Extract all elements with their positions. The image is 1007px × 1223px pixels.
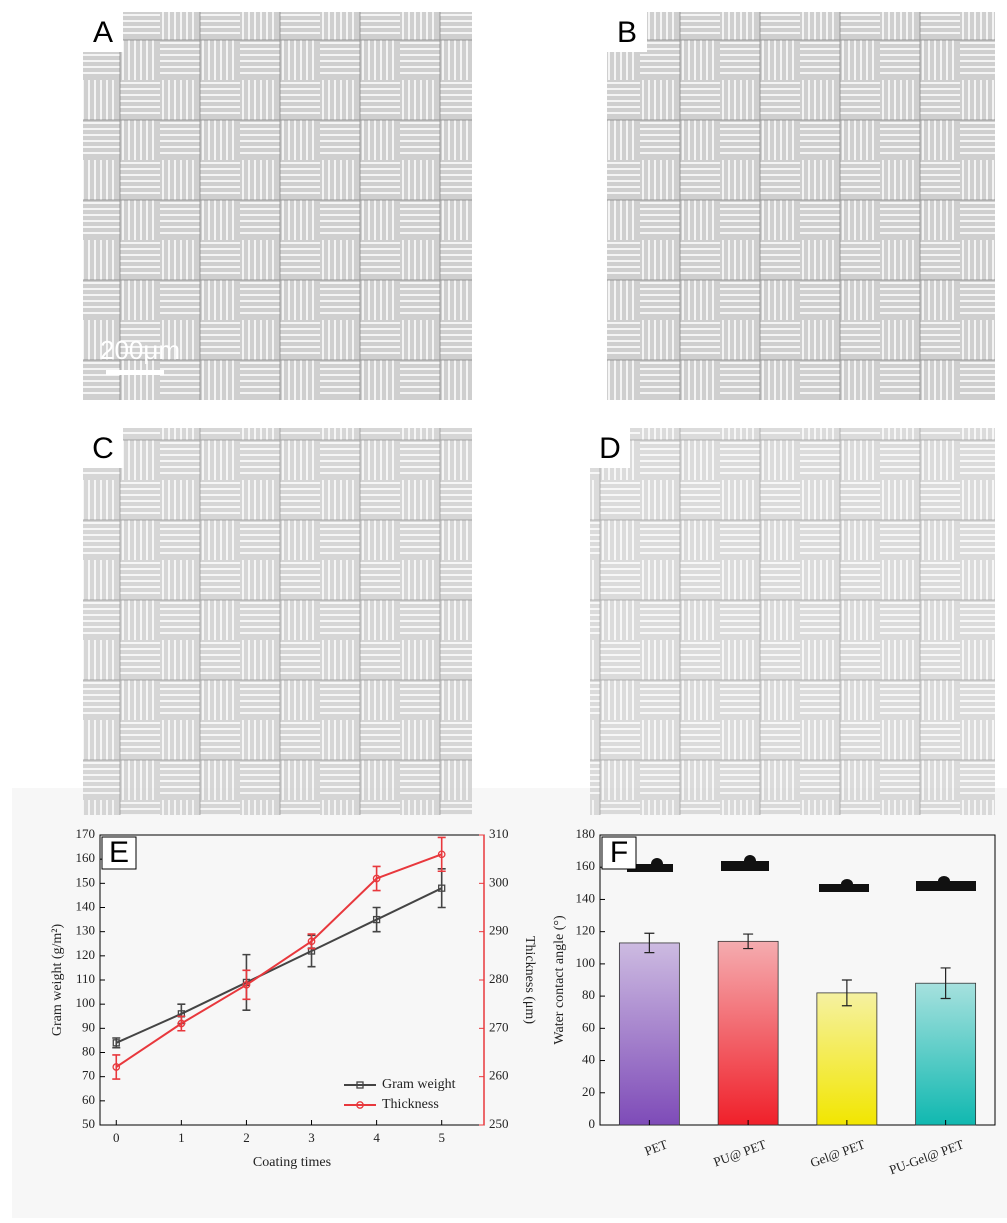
legend-marker [356,1101,364,1109]
chart-label-box [101,836,137,870]
data-point [242,980,251,989]
error-bar [242,969,251,1001]
y-axis-title: Water contact angle (°) [552,915,567,1045]
panel-label: D [599,432,621,465]
x-tick-label: 2 [243,1130,250,1145]
y-tick-label: 120 [576,923,596,938]
error-bar [372,865,381,892]
y-tick-label: 90 [82,1019,95,1034]
image-panel: A 200μm [83,12,472,400]
error-bar [437,836,446,873]
bar [915,982,977,1126]
image-panel: C [83,428,472,815]
series-line [115,887,443,1044]
y-tick-label: 80 [582,987,595,1002]
data-point [177,1019,186,1028]
error-bar [307,933,316,950]
y-tick-label: 60 [82,1092,95,1107]
legend-marker [356,1081,364,1089]
droplet-icon [627,855,976,892]
y2-tick-label: 310 [489,826,509,841]
y2-tick-label: 300 [489,874,509,889]
image-panel: D [590,428,995,815]
x-axis-title: Coating times [253,1155,331,1170]
y-tick-label: 160 [576,858,596,873]
bar [816,992,878,1126]
scale-bar-label: 200μm [100,335,180,365]
x-tick-label: 0 [113,1130,120,1145]
data-point [307,937,316,946]
y-tick-label: 50 [82,1116,95,1131]
data-point [372,874,381,883]
y-tick-label: 170 [76,826,96,841]
y2-tick-label: 250 [489,1116,509,1131]
y2-tick-label: 260 [489,1068,509,1083]
x-tick-label: 4 [373,1130,380,1145]
series-line [115,853,443,1068]
y-axis-title: Gram weight (g/m²) [50,924,65,1037]
x-tick-label: 5 [438,1130,445,1145]
y2-tick-label: 290 [489,923,509,938]
error-bar [841,979,852,1007]
y-tick-label: 80 [82,1043,95,1058]
x-tick-label: 3 [308,1130,315,1145]
x-tick-label: PET [643,1137,670,1159]
data-point [372,915,381,924]
bar [618,942,680,1126]
y-tick-label: 0 [589,1116,596,1131]
y-tick-label: 20 [582,1084,595,1099]
y-tick-label: 100 [576,955,596,970]
error-bar [743,933,754,950]
y-tick-label: 180 [576,826,596,841]
y-tick-label: 160 [76,850,96,865]
panel-label: B [617,16,637,49]
y-tick-label: 130 [76,923,96,938]
y-tick-label: 40 [582,1052,595,1067]
scale-bar [106,370,164,375]
chart-label-box [601,836,637,870]
error-bar [644,932,655,954]
chart-label: E [109,836,129,869]
x-tick-label: 1 [178,1130,185,1145]
y-tick-label: 140 [576,890,596,905]
image-panel: B [607,12,995,400]
y-tick-label: 60 [582,1019,595,1034]
legend-label: Gram weight [382,1077,456,1092]
chart-label: F [610,836,628,869]
y-tick-label: 70 [82,1068,95,1083]
y2-axis-title: Thickness (μm) [522,936,537,1024]
y2-tick-label: 270 [489,1019,509,1034]
y-tick-label: 110 [76,971,95,986]
data-point [438,884,446,892]
y-tick-label: 100 [76,995,96,1010]
plot-frame [599,834,996,1126]
error-bar [177,1015,186,1032]
data-point [112,1039,120,1047]
bar [717,940,779,1126]
data-point [112,1063,121,1071]
data-point [437,850,446,859]
y2-tick-label: 280 [489,971,509,986]
error-bar [112,1054,121,1080]
legend-label: Thickness [382,1097,439,1112]
y-tick-label: 150 [76,874,96,889]
y-tick-label: 120 [76,947,96,962]
y-tick-label: 140 [76,898,96,913]
error-bar [372,906,381,933]
panel-label: A [93,16,113,49]
panel-label: C [92,432,114,465]
error-bar [940,967,951,1000]
